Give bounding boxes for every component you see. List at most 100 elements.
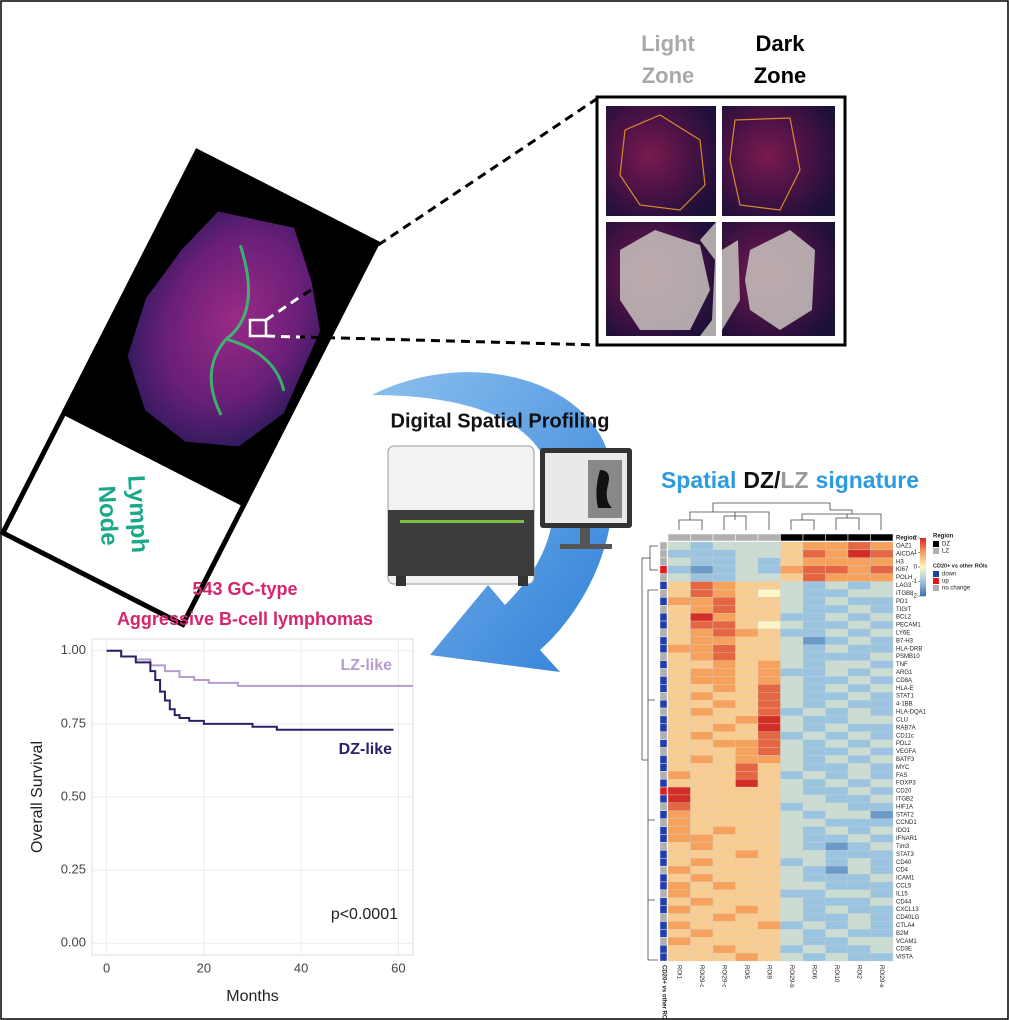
heatmap-cell bbox=[847, 660, 871, 669]
heatmap-cell bbox=[735, 913, 759, 922]
heatmap-cell bbox=[780, 557, 804, 566]
heatmap-cell bbox=[780, 541, 804, 551]
heatmap-cell bbox=[757, 549, 781, 558]
heatmap-cell bbox=[870, 597, 894, 606]
heatmap-cell bbox=[667, 818, 691, 827]
heatmap-cell bbox=[825, 620, 849, 630]
row-annotation-cell bbox=[659, 692, 668, 701]
heatmap-cell bbox=[825, 652, 849, 661]
heatmap-cell bbox=[712, 660, 736, 669]
heatmap-cell bbox=[757, 889, 781, 898]
heatmap-cell bbox=[825, 557, 849, 566]
heatmap-cell bbox=[667, 826, 691, 835]
heatmap-cell bbox=[847, 929, 871, 938]
heatmap-cell bbox=[780, 913, 804, 922]
column-label: ROI6 bbox=[811, 965, 817, 980]
row-label: ARG1 bbox=[896, 670, 913, 676]
heatmap-cell bbox=[690, 660, 714, 669]
colorbar-step bbox=[920, 572, 926, 575]
region-cell bbox=[690, 533, 714, 542]
colorbar-step bbox=[920, 539, 926, 542]
zone-label: Zone bbox=[754, 63, 807, 88]
heatmap-cell bbox=[802, 684, 826, 693]
row-label: FOXP3 bbox=[896, 781, 916, 787]
heatmap-cell bbox=[780, 597, 804, 606]
heatmap-cell bbox=[690, 881, 714, 890]
heatmap-cell bbox=[757, 810, 781, 819]
row-annotation-cell bbox=[659, 668, 668, 677]
heatmap-cell bbox=[780, 676, 804, 685]
zone-label: Zone bbox=[642, 63, 695, 88]
heatmap-cell bbox=[735, 676, 759, 685]
heatmap-cell bbox=[757, 771, 781, 780]
row-annotation-cell bbox=[659, 660, 668, 669]
heatmap-cell bbox=[667, 858, 691, 867]
row-label: RAB7A bbox=[896, 725, 916, 731]
legend-title: Region bbox=[933, 534, 954, 540]
x-tick-label: 40 bbox=[294, 960, 308, 975]
heatmap-cell bbox=[825, 913, 849, 922]
heatmap-cell bbox=[870, 786, 894, 796]
heatmap-cell bbox=[847, 573, 871, 582]
heatmap-cell bbox=[712, 810, 736, 819]
row-label: IFNAR1 bbox=[896, 836, 918, 842]
column-label: ROI29-c bbox=[698, 965, 704, 987]
colorbar-step bbox=[920, 591, 926, 594]
heatmap-cell bbox=[825, 723, 849, 732]
row-label: PECAM1 bbox=[896, 623, 921, 629]
heatmap-cell bbox=[712, 597, 736, 606]
heatmap-cell bbox=[735, 715, 759, 724]
chart-title: Aggressive B-cell lymphomas bbox=[117, 609, 373, 629]
heatmap-cell bbox=[825, 628, 849, 638]
row-label: TIGIT bbox=[896, 607, 912, 613]
computer bbox=[540, 448, 632, 549]
heatmap-cell bbox=[735, 818, 759, 827]
heatmap-cell bbox=[825, 921, 849, 930]
row-annotation-cell bbox=[659, 937, 668, 946]
heatmap-cell bbox=[780, 771, 804, 780]
heatmap-cell bbox=[780, 684, 804, 693]
row-label: CD40LG bbox=[896, 915, 920, 921]
heatmap-cell bbox=[870, 652, 894, 661]
row-label: HIF1A bbox=[896, 804, 913, 810]
column-label: ROI29-e bbox=[878, 965, 884, 988]
chart-title: 543 GC-type bbox=[192, 579, 297, 599]
heatmap-cell bbox=[757, 747, 781, 756]
heatmap-cell bbox=[712, 715, 736, 724]
row-annotation-cell bbox=[659, 858, 668, 867]
heatmap-cell bbox=[780, 763, 804, 772]
heatmap-cell bbox=[667, 747, 691, 756]
heatmap-cell bbox=[847, 707, 871, 717]
region-cell bbox=[780, 533, 804, 542]
heatmap-cell bbox=[690, 573, 714, 582]
heatmap-cell bbox=[780, 755, 804, 764]
heatmap-cell bbox=[870, 699, 894, 709]
heatmap-cell bbox=[825, 873, 849, 883]
heatmap-cell bbox=[667, 636, 691, 645]
heatmap-cell bbox=[870, 826, 894, 835]
heatmap-cell bbox=[870, 937, 894, 946]
heatmap-cell bbox=[712, 834, 736, 843]
heatmap-cell bbox=[667, 794, 691, 804]
heatmap-cell bbox=[825, 818, 849, 827]
heatmap-cell bbox=[712, 557, 736, 566]
row-label: STAT3 bbox=[896, 852, 914, 858]
region-cell bbox=[735, 533, 759, 542]
heatmap-cell bbox=[735, 937, 759, 946]
heatmap-cell bbox=[735, 802, 759, 811]
roi-marker bbox=[248, 318, 268, 338]
annotation: p<0.0001 bbox=[331, 906, 398, 923]
heatmap-cell bbox=[780, 929, 804, 938]
heatmap-cell bbox=[757, 842, 781, 851]
heatmap-cell bbox=[847, 937, 871, 946]
heatmap-cell bbox=[690, 747, 714, 756]
heatmap-cell bbox=[735, 810, 759, 819]
heatmap-cell bbox=[735, 692, 759, 701]
y-tick-label: 1.00 bbox=[61, 642, 86, 657]
heatmap-cell bbox=[667, 660, 691, 669]
heatmap-cell bbox=[667, 557, 691, 566]
heatmap-cell bbox=[690, 644, 714, 653]
row-label: CCL5 bbox=[896, 883, 912, 889]
heatmap-cell bbox=[847, 945, 871, 954]
